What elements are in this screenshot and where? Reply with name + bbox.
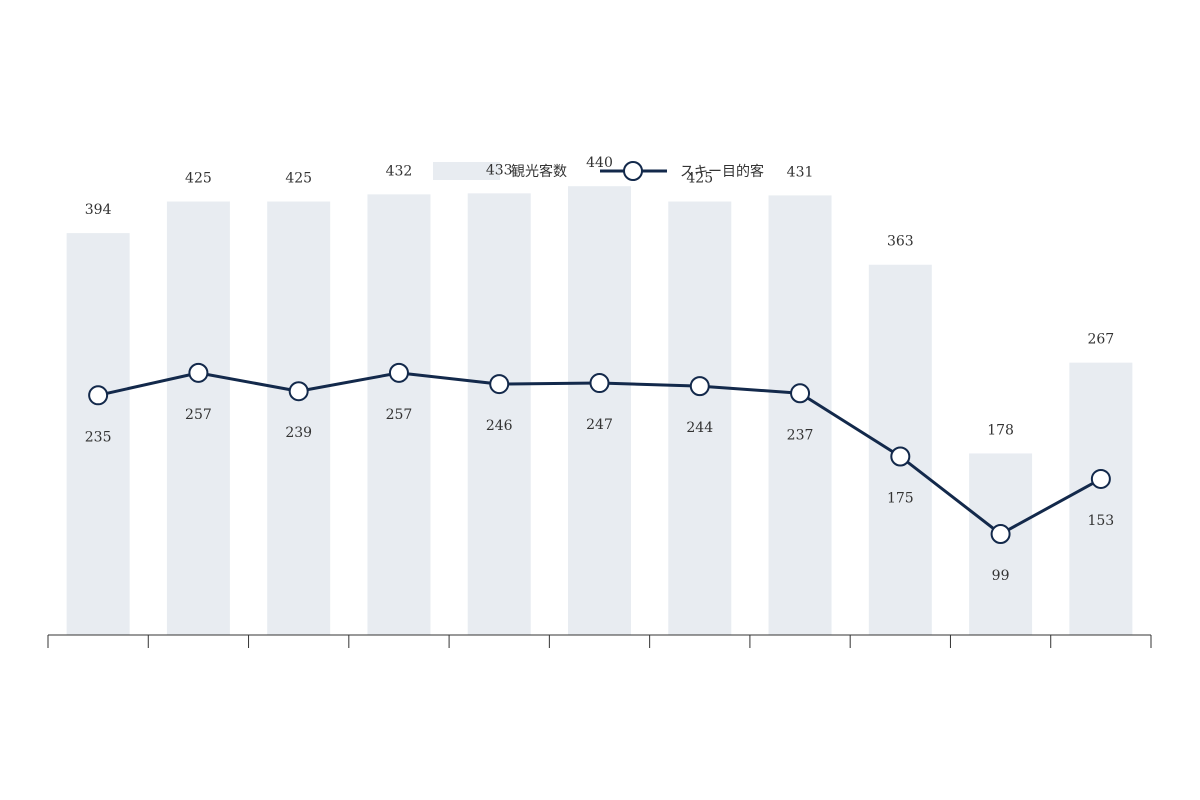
line-value-label-9: 175 — [887, 491, 914, 507]
line-value-label-5: 246 — [486, 418, 513, 434]
bar-value-label-4: 432 — [386, 163, 413, 179]
line-series-group — [88, 362, 1111, 545]
line-point-1 — [88, 385, 109, 406]
bar-value-label-5: 433 — [486, 162, 513, 178]
bar-6 — [568, 186, 631, 635]
bar-value-label-6: 440 — [586, 155, 613, 171]
bar-8 — [768, 195, 832, 635]
line-point-8 — [790, 383, 811, 404]
x-axis — [47, 634, 1152, 648]
bar-7 — [668, 201, 732, 635]
bar-11 — [1069, 362, 1133, 635]
legend-swatch-visitors — [433, 162, 500, 180]
bar-value-label-3: 425 — [285, 171, 312, 187]
line-value-label-10: 99 — [992, 568, 1010, 584]
bar-value-label-2: 425 — [185, 171, 212, 187]
line-value-label-6: 247 — [586, 417, 613, 433]
line-value-label-11: 153 — [1087, 513, 1114, 529]
line-value-label-8: 237 — [787, 427, 814, 443]
bar-value-label-1: 394 — [85, 202, 112, 218]
line-value-label-2: 257 — [185, 407, 212, 423]
bar-10 — [969, 453, 1033, 635]
bar-value-label-7: 425 — [686, 171, 713, 187]
bar-2 — [166, 201, 230, 635]
legend-label-visitors: 観光客数 — [511, 163, 567, 180]
line-point-7 — [689, 376, 710, 397]
legend-label-ski: スキー目的客 — [680, 163, 764, 180]
bar-value-label-10: 178 — [987, 422, 1014, 438]
bar-3 — [267, 201, 331, 635]
bar-value-label-9: 363 — [887, 234, 914, 250]
bar-1 — [66, 233, 130, 635]
line-point-4 — [388, 362, 409, 383]
line-point-5 — [489, 374, 510, 395]
line-value-label-7: 244 — [686, 420, 713, 436]
line-point-10 — [990, 524, 1011, 545]
bar-5 — [467, 193, 531, 635]
data-labels-group: 394 425 425 432 433 440 425 431 363 178 267 235 257 2… — [85, 155, 1114, 584]
line-value-label-3: 239 — [285, 425, 312, 441]
bar-4 — [367, 194, 431, 636]
line-point-3 — [288, 381, 309, 402]
line-value-label-1: 235 — [85, 429, 112, 445]
bar-value-label-11: 267 — [1087, 332, 1114, 348]
line-point-2 — [188, 362, 209, 383]
bar-value-label-8: 431 — [787, 164, 814, 180]
line-point-9 — [890, 446, 911, 467]
bars-group — [66, 186, 1133, 636]
line-point-6 — [589, 373, 610, 394]
line-value-label-4: 257 — [386, 407, 413, 423]
legend: 観光客数 スキー目的客 — [433, 161, 764, 181]
legend-marker-ski — [623, 161, 643, 181]
line-point-11 — [1090, 468, 1111, 489]
